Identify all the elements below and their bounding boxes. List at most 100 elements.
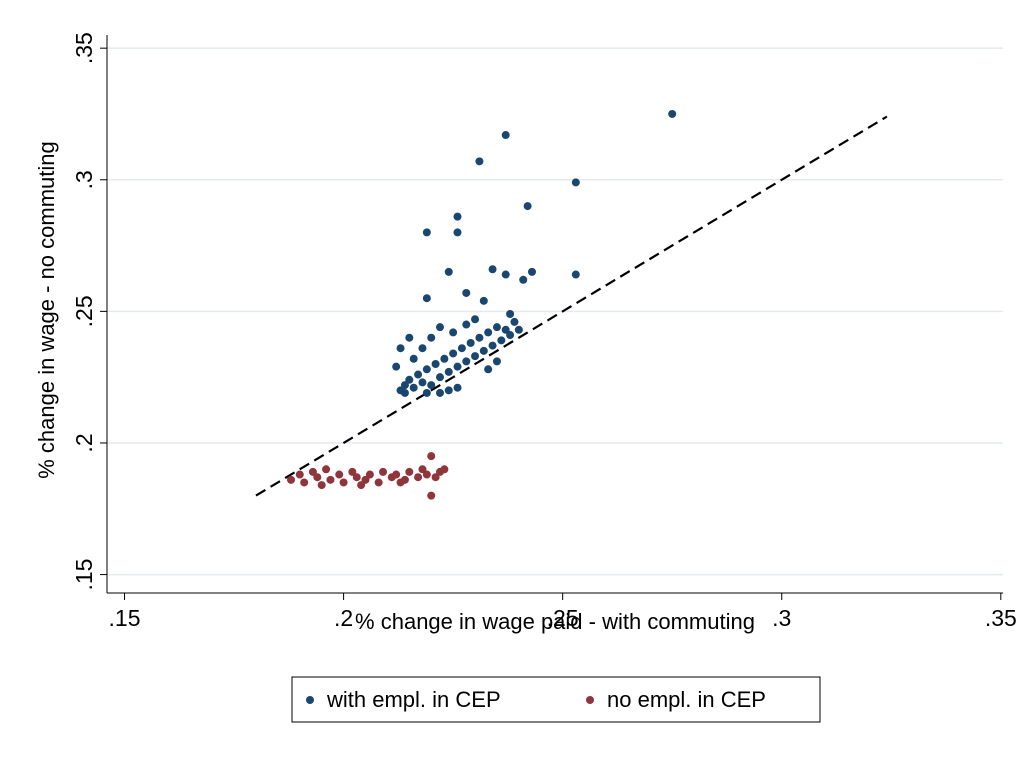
point xyxy=(506,331,515,340)
point xyxy=(422,228,431,237)
point xyxy=(396,344,405,353)
point xyxy=(418,465,427,474)
point xyxy=(414,370,423,379)
point xyxy=(392,470,401,479)
point xyxy=(313,473,322,482)
point xyxy=(484,328,493,337)
point xyxy=(431,473,440,482)
point xyxy=(335,470,344,479)
point xyxy=(414,473,423,482)
point xyxy=(435,323,444,332)
point xyxy=(444,267,453,276)
point xyxy=(308,467,317,476)
point xyxy=(400,381,409,390)
x-tick-label: .15 xyxy=(109,605,141,631)
point xyxy=(405,333,414,342)
x-tick-label: .3 xyxy=(772,605,791,631)
x-tick-label: .2 xyxy=(334,605,353,631)
point xyxy=(462,357,471,366)
point xyxy=(422,388,431,397)
x-axis-title: % change in wage paid - with commuting xyxy=(355,609,755,634)
point xyxy=(571,178,580,187)
point xyxy=(475,157,484,166)
point xyxy=(427,491,436,500)
legend-marker xyxy=(306,696,314,704)
point xyxy=(422,470,431,479)
point xyxy=(440,465,449,474)
point xyxy=(409,383,418,392)
point xyxy=(322,465,331,474)
x-tick-label: .35 xyxy=(985,605,1017,631)
point xyxy=(462,320,471,329)
point xyxy=(501,270,510,279)
point xyxy=(571,270,580,279)
point xyxy=(427,452,436,461)
y-tick-label: .2 xyxy=(71,433,97,452)
point xyxy=(453,383,462,392)
point xyxy=(440,354,449,363)
point xyxy=(317,481,326,490)
point xyxy=(365,470,374,479)
point xyxy=(405,375,414,384)
point xyxy=(392,362,401,371)
reference-line xyxy=(255,115,888,497)
point xyxy=(514,325,523,334)
point xyxy=(488,265,497,274)
point xyxy=(510,317,519,326)
point xyxy=(462,288,471,297)
point xyxy=(492,357,501,366)
legend-marker xyxy=(586,696,594,704)
point xyxy=(668,109,677,118)
point xyxy=(484,365,493,374)
point xyxy=(506,310,515,318)
point xyxy=(501,131,510,140)
point xyxy=(453,212,462,221)
point xyxy=(527,267,536,276)
point xyxy=(405,467,414,476)
y-tick-label: .25 xyxy=(71,295,97,327)
point xyxy=(374,478,383,487)
y-tick-label: .35 xyxy=(71,32,97,64)
point xyxy=(497,336,506,345)
point xyxy=(422,365,431,374)
point xyxy=(479,296,488,305)
point xyxy=(361,475,370,484)
point xyxy=(453,228,462,237)
legend-box xyxy=(291,676,821,723)
point xyxy=(466,338,475,347)
point xyxy=(357,481,366,490)
point xyxy=(479,346,488,355)
point xyxy=(519,275,528,284)
point xyxy=(488,341,497,350)
legend-label: no empl. in CEP xyxy=(607,687,766,712)
point xyxy=(501,325,510,334)
point xyxy=(409,354,418,363)
point xyxy=(418,344,427,353)
point xyxy=(300,478,309,487)
point xyxy=(427,333,436,342)
point xyxy=(453,362,462,371)
point xyxy=(471,352,480,361)
y-tick-label: .15 xyxy=(71,559,97,591)
point xyxy=(471,315,480,324)
point xyxy=(431,360,440,369)
point xyxy=(400,388,409,397)
point xyxy=(287,475,296,484)
y-axis-title: % change in wage - no commuting xyxy=(34,141,59,479)
point xyxy=(326,475,335,484)
point xyxy=(418,378,427,387)
point xyxy=(352,473,361,482)
point xyxy=(475,333,484,342)
point xyxy=(457,344,466,353)
point xyxy=(435,373,444,382)
point xyxy=(427,381,436,390)
legend-label: with empl. in CEP xyxy=(326,687,501,712)
point xyxy=(449,349,458,358)
y-tick-label: .3 xyxy=(71,170,97,189)
point xyxy=(449,328,458,337)
x-tick-label: .25 xyxy=(547,605,579,631)
point xyxy=(396,478,405,487)
point xyxy=(444,386,453,395)
